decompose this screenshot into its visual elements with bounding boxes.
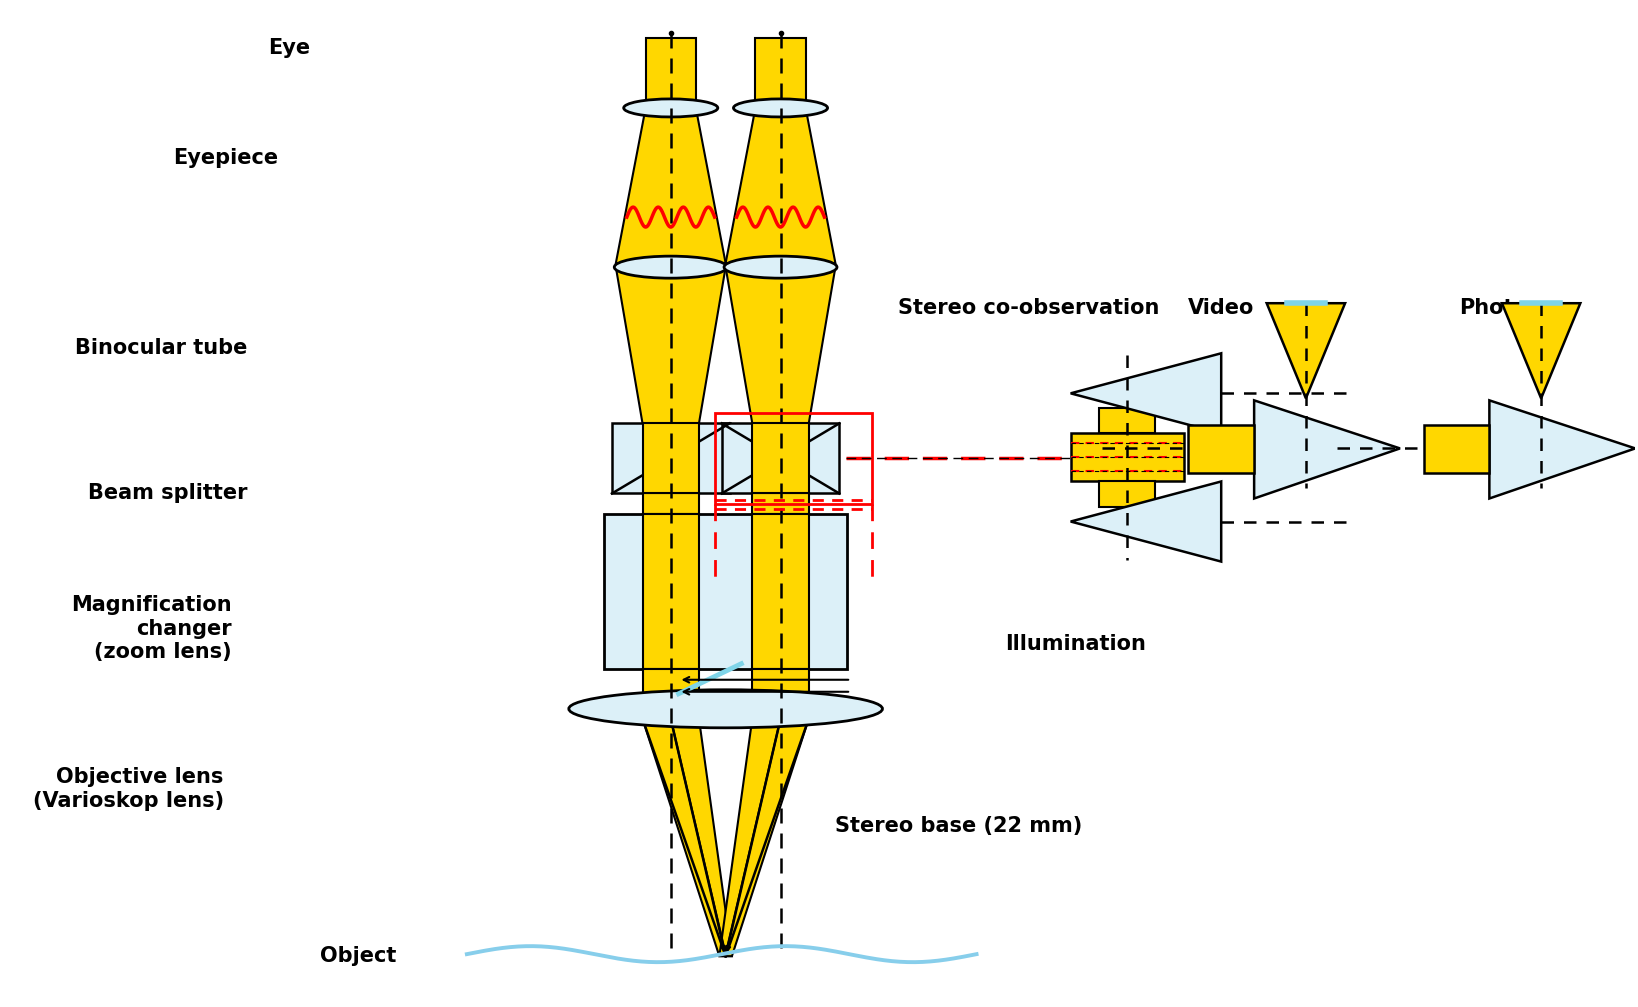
Ellipse shape: [734, 99, 827, 117]
Text: Eyepiece: Eyepiece: [174, 148, 278, 168]
Polygon shape: [1489, 401, 1635, 498]
Bar: [752, 493, 809, 514]
Bar: [752, 423, 809, 493]
Bar: [642, 514, 699, 669]
Text: Eye: Eye: [269, 38, 310, 57]
Polygon shape: [1266, 303, 1345, 399]
Polygon shape: [1255, 401, 1400, 498]
Text: Stereo base (22 mm): Stereo base (22 mm): [835, 816, 1083, 836]
Bar: [1188, 425, 1255, 473]
Bar: [722, 423, 839, 493]
Bar: [642, 423, 699, 493]
Bar: [716, 413, 873, 504]
Bar: [613, 423, 729, 493]
Bar: [752, 669, 809, 699]
Text: Illumination: Illumination: [1004, 633, 1145, 654]
Text: Objective lens
(Varioskop lens): Objective lens (Varioskop lens): [33, 767, 224, 811]
Polygon shape: [1071, 481, 1222, 562]
Text: Video: Video: [1188, 298, 1255, 318]
Bar: [1099, 409, 1155, 433]
Polygon shape: [1071, 353, 1222, 433]
Polygon shape: [642, 719, 732, 957]
Bar: [1099, 481, 1155, 507]
Bar: [1423, 425, 1489, 473]
Text: Stereo co-observation: Stereo co-observation: [898, 298, 1160, 318]
Polygon shape: [726, 108, 835, 263]
Polygon shape: [719, 719, 809, 957]
Bar: [604, 514, 847, 669]
Bar: [1071, 433, 1184, 481]
Bar: [642, 669, 699, 699]
Text: Object: Object: [319, 947, 396, 966]
Bar: [755, 38, 806, 103]
Ellipse shape: [568, 690, 883, 728]
Polygon shape: [616, 108, 726, 263]
Text: Magnification
changer
(zoom lens): Magnification changer (zoom lens): [70, 595, 231, 662]
Bar: [645, 38, 696, 103]
Ellipse shape: [614, 256, 727, 278]
Polygon shape: [726, 267, 835, 423]
Polygon shape: [616, 267, 726, 423]
Text: Photo: Photo: [1459, 298, 1528, 318]
Bar: [752, 514, 809, 669]
Text: Beam splitter: Beam splitter: [88, 483, 247, 504]
Text: Binocular tube: Binocular tube: [75, 338, 247, 358]
Polygon shape: [1502, 303, 1581, 399]
Ellipse shape: [624, 99, 717, 117]
Ellipse shape: [724, 256, 837, 278]
Bar: [642, 493, 699, 514]
